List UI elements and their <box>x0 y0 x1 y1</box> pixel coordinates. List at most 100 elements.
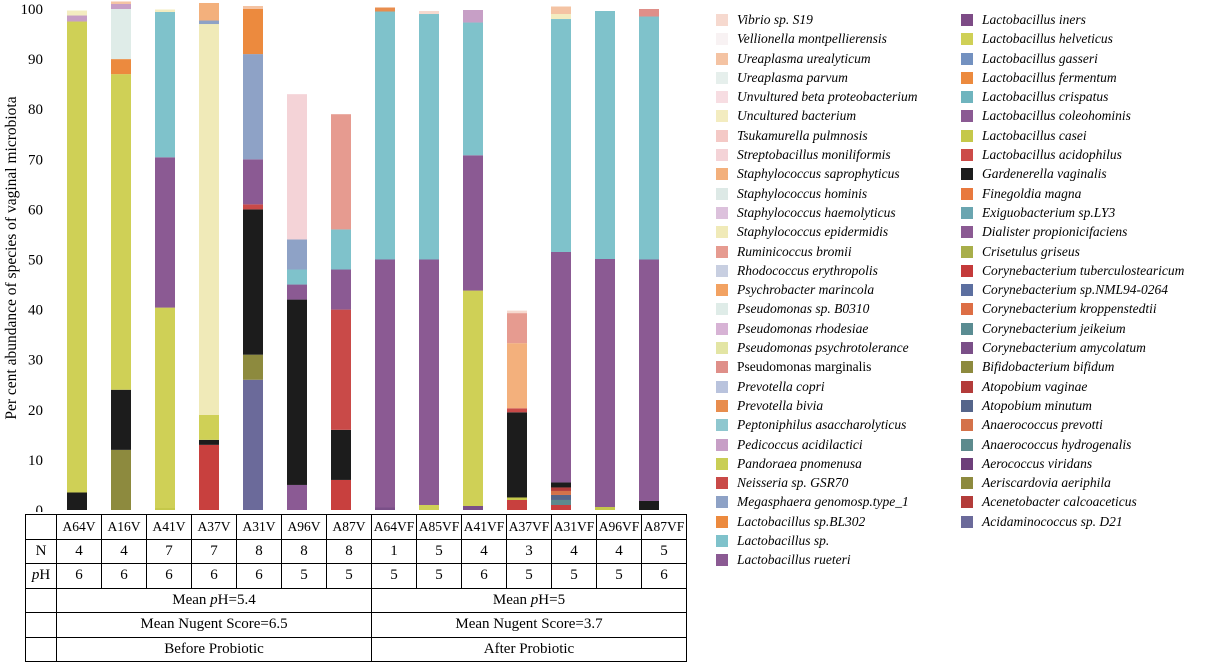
y-tick-label: 100 <box>21 2 44 18</box>
legend-item: Vibrio sp. S19 <box>716 10 966 29</box>
ph-value-cell: 5 <box>416 563 462 589</box>
n-value-cell: 4 <box>596 538 642 564</box>
legend-label: Bifidobacterium bifidum <box>982 359 1115 375</box>
legend-label: Acenetobacter calcoaceticus <box>982 494 1137 510</box>
legend-item: Corynebacterium sp.NML94-0264 <box>961 280 1211 299</box>
legend-label: Anaerococcus hydrogenalis <box>982 436 1132 452</box>
legend-swatch <box>716 303 728 316</box>
bar-segment: Uncultured bacterium: 0.5 <box>155 9 175 13</box>
legend-swatch <box>961 457 973 470</box>
bar-segment: Gardenerella vaginalis: 29 <box>243 209 263 355</box>
bar-segment: Anaerococcus prevotti: 0.8 <box>551 490 571 495</box>
n-label: N <box>25 538 57 564</box>
legend-item: Lactobacillus sp. <box>716 531 966 550</box>
mean-ph-before: Mean pH=5.4 <box>56 587 372 613</box>
legend-label: Lactobacillus rueteri <box>737 552 851 568</box>
y-tick-label: 80 <box>28 102 43 118</box>
legend-item: Aerococcus viridans <box>961 454 1211 473</box>
n-value-cell: 7 <box>191 538 237 564</box>
mean-ph-before-p: p <box>210 591 218 608</box>
legend-label: Vibrio sp. S19 <box>737 12 813 27</box>
bar-segment: Uncultured bacterium: 1 <box>551 14 571 20</box>
legend-item: Prevotella bivia <box>716 396 966 415</box>
y-tick-label: 50 <box>28 253 43 269</box>
nugent-after: Mean Nugent Score=3.7 <box>371 612 687 638</box>
bar-segment: Staphylococcus saprophyticus: 13 <box>507 343 527 409</box>
group-after: After Probiotic <box>371 636 687 662</box>
legend-swatch <box>716 226 728 239</box>
mean-ph-after-value: H=5 <box>538 591 566 608</box>
bar-A96V: Aerococcus viridans: 5Gardenerella vagin… <box>287 94 307 510</box>
legend-label: Neisseria sp. GSR70 <box>737 475 849 491</box>
bar-segment: Lactobacillus rueteri: 49.5 <box>595 258 615 507</box>
legend-label: Atopobium vaginae <box>982 378 1088 394</box>
bar-segment: Lactobacillus sp.: 49.5 <box>375 11 395 260</box>
ph-value-cell: 6 <box>641 563 687 589</box>
legend-label: Lactobacillus sp.BL302 <box>737 513 866 529</box>
legend-label: Staphylococcus epidermidis <box>737 224 889 240</box>
bar-segment: Neisseria sp. GSR70: 0.8 <box>507 408 527 413</box>
n-value-cell: 5 <box>641 538 687 564</box>
sample-id-cell: A31V <box>236 514 282 540</box>
blank-cell <box>25 612 57 638</box>
bar-segment: Lactobacillus sp.BL302: 3 <box>111 59 131 75</box>
legend-label: Psychrobacter marincola <box>737 282 875 298</box>
legend-item: Staphylococcus haemolyticus <box>716 203 966 222</box>
bar-segment: Streptobacillus moniliformis: 29 <box>287 94 307 240</box>
legend-swatch <box>961 438 973 451</box>
ph-value-cell: 6 <box>101 563 147 589</box>
n-value-cell: 8 <box>236 538 282 564</box>
stacked-bar-chart: 0 10 20 30 40 50 60 70 80 90 100 Per cent abundanc… <box>3 1 659 512</box>
legend-label: Megasphaera genomosp.type_1 <box>737 494 909 510</box>
legend-swatch <box>716 496 728 509</box>
legend-swatch <box>716 91 728 104</box>
legend-item: Psychrobacter marincola <box>716 280 966 299</box>
legend-swatch <box>716 110 728 123</box>
bar-A31VF: Acenetobacter calcoaceticus: 1Anaerococc… <box>551 6 571 510</box>
n-value-cell: 4 <box>551 538 597 564</box>
legend-swatch <box>961 284 973 297</box>
legend-item: Acenetobacter calcoaceticus <box>961 492 1211 511</box>
n-value-cell: 4 <box>101 538 147 564</box>
bar-segment: Gardenerella vaginalis: 10 <box>331 429 351 480</box>
legend-swatch <box>716 245 728 258</box>
legend-item: Pedicoccus acidilactici <box>716 435 966 454</box>
sample-id-cell: A31VF <box>551 514 597 540</box>
bar-segment: Lactobacillus rueteri: 27 <box>463 155 483 291</box>
sample-id-cell: A41V <box>146 514 192 540</box>
ph-row: pH 6 6 6 6 6 5 5 5 5 6 5 5 5 6 <box>25 563 687 589</box>
legend-item: Lactobacillus casei <box>961 126 1211 145</box>
legend-swatch <box>961 477 973 490</box>
legend-swatch <box>716 187 728 200</box>
bar-segment: Atopobium vaginae: 0.7 <box>551 487 571 491</box>
legend-item: Unvultured beta proteobacterium <box>716 87 966 106</box>
bar-segment: Lactobacillus sp.: 49 <box>419 14 439 260</box>
legend-label: Pandoraea pnomenusa <box>737 455 862 471</box>
bar-A87VF: Gardenerella vaginalis: 1.8Lactobacillus… <box>639 9 659 510</box>
bar-segment: Uncultured bacterium: 1 <box>67 10 87 16</box>
legend-item: Pseudomonas sp. B0310 <box>716 299 966 318</box>
sample-id-cell: A64VF <box>371 514 417 540</box>
legend-swatch <box>716 554 728 567</box>
bar-segment: Lactobacillus sp.: 3 <box>287 269 307 285</box>
y-tick-label: 0 <box>36 503 44 512</box>
n-value-cell: 3 <box>506 538 552 564</box>
legend-left: Vibrio sp. S19 Vellionella montpellierens… <box>716 10 966 570</box>
legend-swatch <box>716 129 728 142</box>
bar-segment: Gardenerella vaginalis: 3.5 <box>67 492 87 510</box>
legend-label: Corynebacterium kroppenstedtii <box>982 301 1157 317</box>
legend-item: Lactobacillus rueteri <box>716 550 966 569</box>
bar-segment: Lactobacillus rueteri: 49.5 <box>375 259 395 508</box>
bar-segment: Anaerococcus hydrogenalis: 1 <box>551 499 571 505</box>
legend-label: Ureaplasma parvum <box>737 69 848 85</box>
legend-label: Pseudomonas psychrotolerance <box>737 340 909 356</box>
bar-segment: Ureaplasma urealyticum: 0.6 <box>243 5 263 9</box>
legend-item: Atopobium minutum <box>961 396 1211 415</box>
ph-value-cell: 6 <box>461 563 507 589</box>
legend-swatch <box>961 110 973 123</box>
legend-swatch <box>961 419 973 432</box>
legend-item: Prevotella copri <box>716 377 966 396</box>
legend-swatch <box>961 14 973 26</box>
legend-item: Ureaplasma parvum <box>716 68 966 87</box>
legend-item: Uncultured bacterium <box>716 106 966 125</box>
